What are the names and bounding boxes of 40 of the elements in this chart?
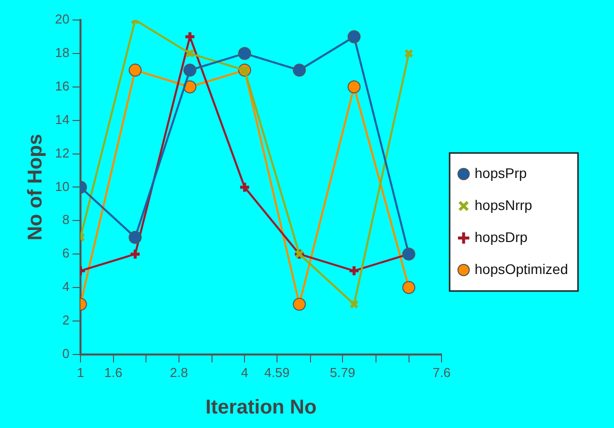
point: [238, 181, 251, 194]
x-tick-label: 5.79: [330, 364, 356, 380]
point: [184, 30, 196, 43]
y-tick-label: 2: [62, 312, 70, 328]
point: [183, 80, 196, 94]
legend-label: hopsDrp: [474, 228, 528, 245]
point: [348, 30, 361, 44]
y-tick-label: 18: [54, 45, 70, 60]
point: [348, 80, 361, 94]
legend-label: hopsNrrp: [474, 196, 532, 213]
point: [128, 64, 142, 77]
y-tick-label: 0: [62, 346, 70, 361]
y-axis-title: No of Hops: [24, 134, 47, 241]
y-tick-label: 4: [62, 279, 70, 294]
x-tick-label: 2.8: [170, 364, 188, 380]
point: [238, 46, 252, 60]
y-tick-label: 20: [54, 12, 70, 27]
x-tick-label: 7.6: [432, 364, 451, 380]
legend-label: hopsPrp: [474, 164, 527, 181]
point: [185, 48, 195, 58]
y-tick-label: 8: [62, 212, 70, 228]
y-tick-label: 6: [62, 246, 70, 261]
point: [129, 248, 142, 260]
x-tick-label: 4: [241, 364, 248, 380]
point: [128, 230, 142, 244]
x-axis-title: Iteration No: [205, 396, 317, 419]
point: [348, 264, 360, 277]
y-tick-label: 10: [54, 178, 70, 194]
y-tick-label: 12: [54, 145, 70, 160]
y-tick-label: 14: [54, 112, 70, 127]
point: [292, 64, 306, 77]
point: [349, 300, 359, 309]
point: [402, 281, 416, 294]
legend-label: hopsOptimized: [474, 260, 568, 277]
x-tick-label: 1: [76, 364, 84, 380]
x-tick-label: 1.6: [104, 364, 122, 380]
y-tick-label: 16: [54, 78, 70, 94]
point: [292, 298, 306, 311]
point: [183, 64, 196, 77]
x-tick-label: 4.59: [264, 364, 290, 380]
